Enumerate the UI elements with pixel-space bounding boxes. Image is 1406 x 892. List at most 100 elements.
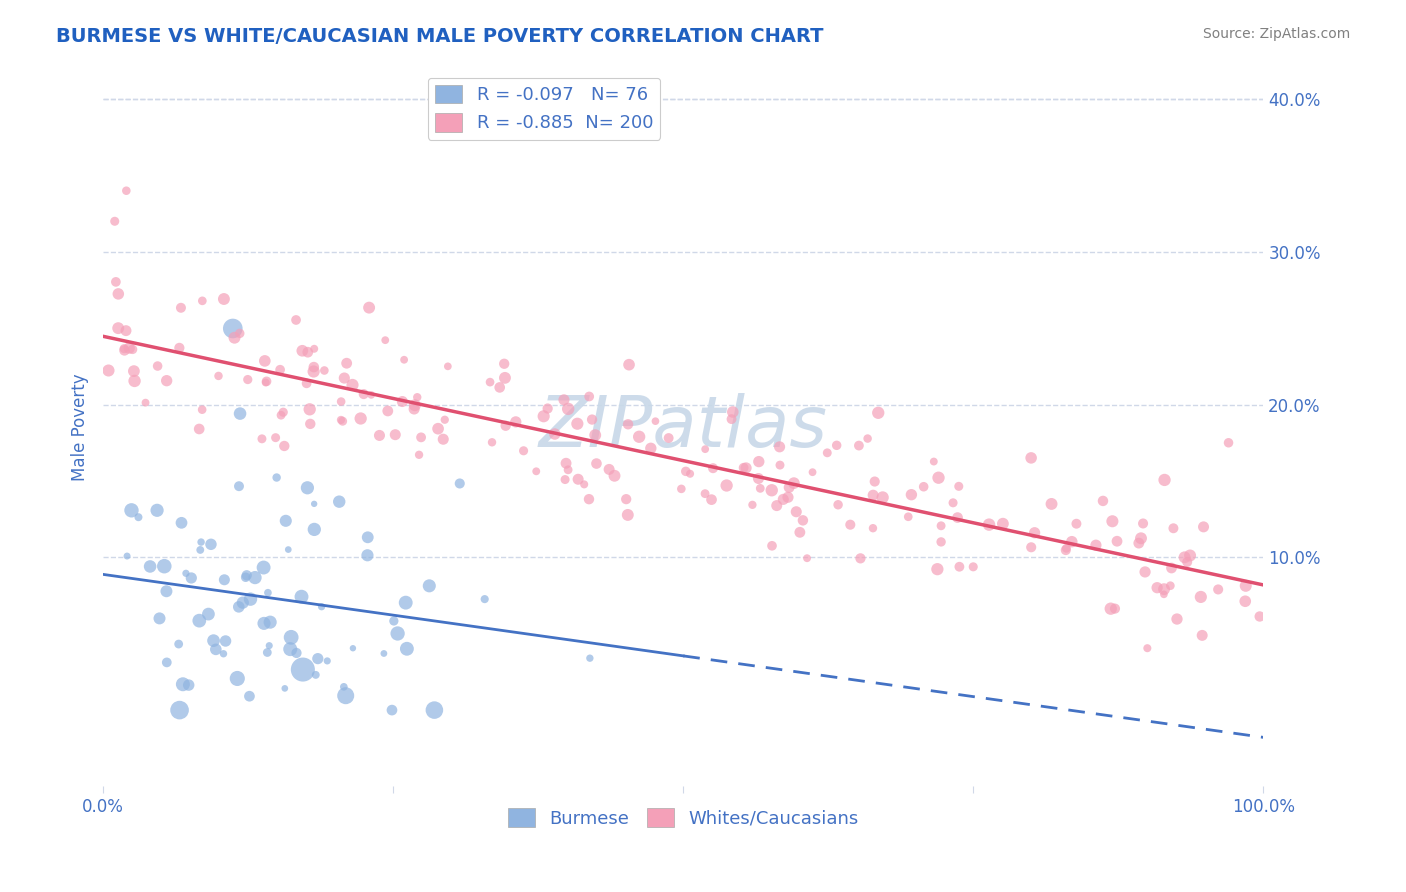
- Text: Source: ZipAtlas.com: Source: ZipAtlas.com: [1202, 27, 1350, 41]
- Whites/Caucasians: [825, 438, 848, 452]
- Whites/Caucasians: [360, 388, 382, 402]
- Whites/Caucasians: [679, 467, 702, 481]
- Whites/Caucasians: [741, 498, 763, 512]
- Whites/Caucasians: [1166, 612, 1188, 626]
- Whites/Caucasians: [644, 414, 666, 428]
- Whites/Caucasians: [481, 435, 503, 450]
- Burmese: [395, 641, 418, 656]
- Whites/Caucasians: [640, 442, 662, 456]
- Burmese: [274, 681, 297, 696]
- Whites/Caucasians: [567, 417, 589, 431]
- Whites/Caucasians: [408, 448, 430, 462]
- Burmese: [257, 585, 280, 599]
- Whites/Caucasians: [614, 492, 637, 507]
- Burmese: [174, 566, 197, 581]
- Whites/Caucasians: [404, 398, 426, 412]
- Burmese: [190, 535, 212, 549]
- Whites/Caucasians: [1159, 579, 1181, 593]
- Whites/Caucasians: [1160, 561, 1182, 575]
- Whites/Caucasians: [329, 413, 352, 427]
- Whites/Caucasians: [524, 464, 547, 478]
- Burmese: [259, 615, 281, 629]
- Whites/Caucasians: [863, 475, 886, 489]
- Whites/Caucasians: [567, 472, 589, 486]
- Whites/Caucasians: [285, 313, 308, 327]
- Whites/Caucasians: [962, 559, 984, 574]
- Burmese: [228, 599, 250, 614]
- Whites/Caucasians: [927, 562, 949, 576]
- Burmese: [235, 568, 257, 582]
- Whites/Caucasians: [977, 517, 1000, 532]
- Whites/Caucasians: [948, 559, 970, 574]
- Whites/Caucasians: [721, 405, 744, 419]
- Whites/Caucasians: [942, 496, 965, 510]
- Whites/Caucasians: [778, 480, 800, 494]
- Whites/Caucasians: [295, 376, 318, 391]
- Whites/Caucasians: [749, 481, 772, 495]
- Burmese: [290, 590, 312, 604]
- Burmese: [316, 654, 339, 668]
- Whites/Caucasians: [1133, 565, 1156, 579]
- Whites/Caucasians: [1132, 516, 1154, 531]
- Burmese: [277, 542, 299, 557]
- Whites/Caucasians: [291, 343, 314, 358]
- Whites/Caucasians: [488, 380, 510, 394]
- Whites/Caucasians: [1019, 541, 1042, 555]
- Whites/Caucasians: [693, 486, 716, 500]
- Whites/Caucasians: [1084, 538, 1107, 552]
- Whites/Caucasians: [537, 401, 560, 416]
- Whites/Caucasians: [862, 521, 884, 535]
- Whites/Caucasians: [479, 375, 502, 389]
- Burmese: [180, 571, 202, 585]
- Burmese: [274, 514, 297, 528]
- Burmese: [202, 633, 225, 648]
- Whites/Caucasians: [135, 395, 157, 409]
- Whites/Caucasians: [792, 513, 814, 527]
- Burmese: [297, 481, 319, 495]
- Whites/Caucasians: [801, 465, 824, 479]
- Whites/Caucasians: [170, 301, 193, 315]
- Whites/Caucasians: [1192, 520, 1215, 534]
- Whites/Caucasians: [1234, 594, 1257, 608]
- Burmese: [243, 571, 266, 585]
- Whites/Caucasians: [302, 360, 325, 375]
- Burmese: [342, 641, 364, 656]
- Whites/Caucasians: [271, 405, 294, 419]
- Whites/Caucasians: [815, 446, 838, 460]
- Burmese: [148, 611, 170, 625]
- Whites/Caucasians: [583, 428, 606, 442]
- Whites/Caucasians: [97, 363, 120, 377]
- Whites/Caucasians: [406, 390, 429, 404]
- Whites/Caucasians: [1101, 514, 1123, 528]
- Whites/Caucasians: [330, 394, 353, 409]
- Whites/Caucasians: [229, 326, 252, 341]
- Whites/Caucasians: [868, 406, 890, 420]
- Whites/Caucasians: [544, 427, 567, 442]
- Whites/Caucasians: [374, 333, 396, 347]
- Whites/Caucasians: [273, 439, 295, 453]
- Whites/Caucasians: [553, 392, 575, 407]
- Whites/Caucasians: [735, 461, 758, 475]
- Burmese: [153, 559, 176, 574]
- Whites/Caucasians: [1234, 579, 1257, 593]
- Burmese: [156, 656, 179, 670]
- Burmese: [170, 516, 193, 530]
- Whites/Caucasians: [392, 352, 415, 367]
- Whites/Caucasians: [1054, 541, 1077, 556]
- Whites/Caucasians: [796, 551, 818, 566]
- Whites/Caucasians: [702, 461, 724, 475]
- Whites/Caucasians: [1153, 582, 1175, 597]
- Whites/Caucasians: [533, 409, 555, 424]
- Burmese: [239, 592, 262, 607]
- Whites/Caucasians: [848, 439, 870, 453]
- Whites/Caucasians: [557, 463, 579, 477]
- Whites/Caucasians: [1136, 641, 1159, 656]
- Burmese: [266, 470, 288, 484]
- Whites/Caucasians: [270, 408, 292, 422]
- Whites/Caucasians: [1153, 587, 1175, 601]
- Whites/Caucasians: [862, 488, 884, 502]
- Whites/Caucasians: [839, 517, 862, 532]
- Burmese: [169, 703, 191, 717]
- Whites/Caucasians: [748, 455, 770, 469]
- Whites/Caucasians: [302, 342, 325, 356]
